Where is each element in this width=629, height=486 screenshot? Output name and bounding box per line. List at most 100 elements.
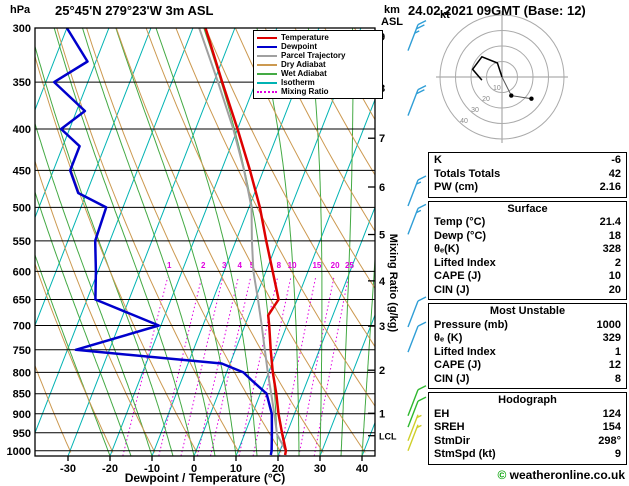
legend-swatch <box>257 63 277 66</box>
legend-swatch <box>257 36 277 39</box>
legend-label: Temperature <box>281 33 329 42</box>
mixing-ratio-value-label: 2 <box>201 261 206 270</box>
km-tick-label: 6 <box>379 182 385 194</box>
indices-panel: K -6 Totals Totals 42 PW (cm) 2.16 Surface Temp… <box>428 152 627 468</box>
wind-barb <box>407 321 427 353</box>
copyright-symbol: © <box>497 468 507 482</box>
legend-swatch <box>257 72 277 75</box>
km-tick-label: 3 <box>379 321 385 333</box>
panel-row-value: 10 <box>608 270 621 282</box>
temperature-curve <box>204 28 288 456</box>
panel-row-label: Lifted Index <box>434 256 496 269</box>
panel-box-hodograph: Hodograph EH 124 SREH 154 StmDir 298° StmSpd (k… <box>428 392 627 465</box>
pressure-tick-label: 850 <box>13 389 31 401</box>
panel-row: CAPE (J) 10 <box>434 270 621 284</box>
panel-row-label: SREH <box>434 421 465 433</box>
panel-row: Lifted Index 1 <box>434 346 621 360</box>
km-tick-label: 1 <box>379 408 385 420</box>
legend-label: Isotherm <box>281 78 315 87</box>
panel-row-label: Totals Totals <box>434 167 501 180</box>
km-tick-label: 4 <box>379 276 386 288</box>
legend-item: Parcel Trajectory <box>257 51 379 60</box>
panel-row-value: 42 <box>608 167 621 180</box>
panel-row-label: EH <box>434 407 450 420</box>
legend-label: Mixing Ratio <box>281 87 329 96</box>
panel-row-value: 8 <box>614 372 621 385</box>
panel-row-value: 2 <box>614 256 621 269</box>
panel-row-value: 124 <box>602 407 621 420</box>
temperature-tick-label: -10 <box>144 463 160 475</box>
mixing-ratio-value-label: 3 <box>222 261 227 270</box>
mixing-ratio-axis-label: Mixing Ratio (g/kg) <box>387 233 399 333</box>
panel-row: Totals Totals 42 <box>434 168 621 182</box>
pressure-tick-label: 700 <box>13 321 31 333</box>
pressure-unit-label: hPa <box>10 4 31 16</box>
km-tick-label: 2 <box>379 365 385 377</box>
panel-row-label: PW (cm) <box>434 181 478 193</box>
legend-label: Dry Adiabat <box>281 60 326 69</box>
parcel-trajectory-curve <box>198 28 287 456</box>
panel-row: SREH 154 <box>434 421 621 435</box>
mixing-ratio-value-label: 8 <box>277 261 282 270</box>
temperature-tick-label: 10 <box>230 463 242 475</box>
panel-row-label: CAPE (J) <box>434 359 482 371</box>
legend-label: Parcel Trajectory <box>281 51 346 60</box>
datetime-title: 24.02.2021 09GMT (Base: 12) <box>408 3 586 18</box>
panel-row-value: 1 <box>614 345 621 358</box>
panel-row: Dewp (°C) 18 <box>434 230 621 244</box>
wind-barb <box>407 385 427 416</box>
legend-item: Mixing Ratio <box>257 87 379 96</box>
panel-row-label: Pressure (mb) <box>434 318 508 331</box>
legend-item: Dewpoint <box>257 42 379 51</box>
panel-row-label: StmSpd (kt) <box>434 448 496 460</box>
wind-barb <box>407 84 427 116</box>
station-title: 25°45'N 279°23'W 3m ASL <box>55 3 214 18</box>
wind-barb <box>407 424 422 452</box>
temperature-tick-label: -30 <box>60 463 76 475</box>
hodograph-ring-label: 20 <box>482 96 490 103</box>
temperature-tick-label: 40 <box>356 463 368 475</box>
km-tick-label: 5 <box>379 230 385 242</box>
panel-row: StmSpd (kt) 9 <box>434 448 621 462</box>
footer-text: weatheronline.co.uk <box>506 468 625 482</box>
legend-label: Dewpoint <box>281 42 317 51</box>
temperature-tick-label: 0 <box>191 463 197 475</box>
hodograph-ring-label: 30 <box>471 107 479 114</box>
temperature-axis-label: Dewpoint / Temperature (°C) <box>124 471 286 485</box>
altitude-unit-asl-label: ASL <box>381 16 403 28</box>
panel-row-label: CAPE (J) <box>434 270 482 282</box>
dewpoint-curve <box>52 28 274 456</box>
pressure-tick-label: 600 <box>13 266 31 278</box>
panel-row-value: 9 <box>614 448 621 460</box>
panel-row: CIN (J) 20 <box>434 284 621 298</box>
panel-row-value: 21.4 <box>599 216 621 228</box>
panel-row-label: K <box>434 154 442 166</box>
panel-row-value: -6 <box>611 154 621 166</box>
pressure-tick-label: 900 <box>13 409 31 421</box>
chart-legend: Temperature Dewpoint Parcel Trajectory Dry … <box>253 30 383 99</box>
panel-row: EH 124 <box>434 408 621 422</box>
panel-box-title: Hodograph <box>498 394 557 406</box>
legend-swatch <box>257 81 277 84</box>
panel-row: Temp (°C) 21.4 <box>434 216 621 230</box>
legend-swatch <box>257 54 277 57</box>
panel-row-value: 329 <box>602 332 621 344</box>
pressure-tick-label: 400 <box>13 124 31 136</box>
hodograph-ring-label: 40 <box>460 118 468 125</box>
mixing-ratio-value-label: 25 <box>345 261 354 270</box>
panel-row-value: 298° <box>598 434 621 447</box>
sounding-profiles <box>52 28 288 456</box>
panel-row-value: 328 <box>602 243 621 255</box>
panel-row: θₑ(K) 328 <box>434 243 621 257</box>
panel-row: Lifted Index 2 <box>434 257 621 271</box>
panel-row-value: 154 <box>602 421 621 433</box>
legend-item: Isotherm <box>257 78 379 87</box>
chart-background-lines <box>35 28 375 456</box>
mixing-ratio-value-label: 1 <box>167 261 172 270</box>
panel-row: Pressure (mb) 1000 <box>434 319 621 333</box>
hodograph-ring-label: 10 <box>493 85 501 92</box>
panel-box-title: Surface <box>507 202 548 215</box>
